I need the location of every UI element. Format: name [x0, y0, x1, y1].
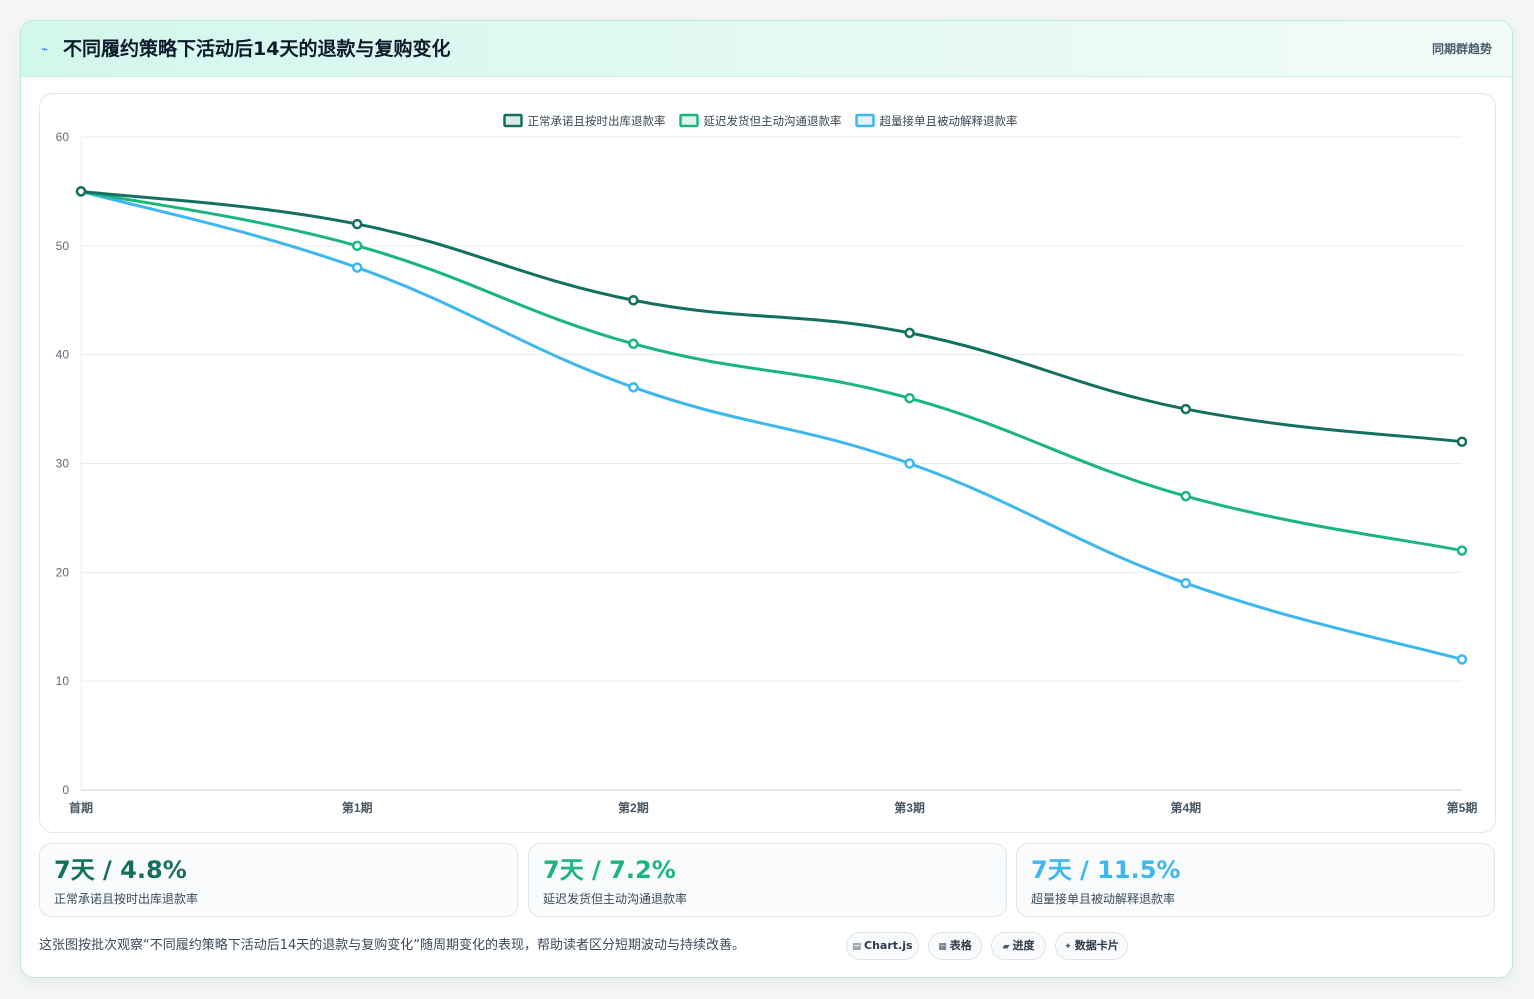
y-tick-label: 0 — [62, 783, 69, 797]
y-tick-label: 40 — [56, 348, 70, 362]
sparkle-icon: ✦ — [1064, 942, 1072, 952]
chip-label: 数据卡片 — [1074, 939, 1119, 952]
data-point — [904, 392, 915, 404]
stat-label: 正常承诺且按时出库退款率 — [54, 892, 199, 906]
x-tick-label: 第2期 — [618, 800, 649, 815]
chip-label: 进度 — [1012, 939, 1035, 952]
legend-label: 延迟发货但主动沟通退款率 — [704, 114, 842, 128]
data-point — [351, 218, 363, 230]
x-tick-label: 第4期 — [1170, 800, 1201, 815]
stat-card-ontime: 7天 / 4.8% 正常承诺且按时出库退款率 — [39, 843, 518, 917]
data-point — [1456, 654, 1468, 665]
chip-label: 表格 — [949, 939, 972, 952]
chip-data-card[interactable]: ✦ 数据卡片 — [1055, 932, 1128, 960]
stat-card-overbooked: 7天 / 11.5% 超量接单且被动解释退款率 — [1016, 843, 1495, 917]
data-point — [351, 240, 363, 252]
data-point — [351, 262, 363, 273]
chart-description: 这张图按批次观察“不同履约策略下活动后14天的退款与复购变化”随周期变化的表现，… — [39, 938, 746, 953]
x-tick-label: 第5期 — [1447, 800, 1478, 815]
y-tick-label: 20 — [56, 565, 70, 579]
chip-chartjs[interactable]: ▤ Chart.js — [846, 932, 919, 960]
y-tick-label: 60 — [56, 130, 70, 144]
y-tick-label: 10 — [56, 674, 70, 688]
progress-icon: ▰ — [1002, 942, 1010, 952]
stat-value: 7天 / 7.2% — [543, 856, 676, 884]
chip-table[interactable]: ▦ 表格 — [928, 932, 982, 960]
chart-small-icon: ▤ — [852, 942, 861, 952]
card-header: ⌁ 不同履约策略下活动后14天的退款与复购变化 同期群趋势 — [21, 21, 1512, 77]
stat-value: 7天 / 4.8% — [54, 856, 187, 884]
stat-cards: 7天 / 4.8% 正常承诺且按时出库退款率 7天 / 7.2% 延迟发货但主动… — [39, 843, 1496, 917]
x-tick-label: 第3期 — [894, 800, 925, 815]
series-line — [79, 189, 1464, 553]
cohort-badge: 同期群趋势 — [1431, 42, 1492, 56]
legend-swatch — [855, 113, 875, 128]
data-point — [75, 186, 87, 197]
legend-label: 超量接单且被动解释退款率 — [880, 114, 1018, 128]
series-line — [79, 189, 1464, 661]
y-tick-label: 50 — [56, 239, 70, 253]
x-tick-label: 第1期 — [342, 800, 373, 815]
data-point — [628, 382, 639, 393]
stat-card-delayed: 7天 / 7.2% 延迟发货但主动沟通退款率 — [528, 843, 1007, 917]
legend-swatch — [503, 113, 523, 128]
chip-label: Chart.js — [864, 939, 913, 952]
data-point — [1180, 490, 1192, 502]
series-line — [79, 189, 1464, 444]
x-tick-label: 首期 — [69, 800, 93, 815]
data-point — [628, 295, 639, 306]
chart-card: ⌁ 不同履约策略下活动后14天的退款与复购变化 同期群趋势 0 10 20 30 40 5… — [20, 20, 1513, 978]
data-point — [1180, 403, 1192, 415]
data-point — [904, 458, 915, 469]
data-point — [1456, 545, 1468, 556]
legend-label: 正常承诺且按时出库退款率 — [528, 114, 666, 128]
line-chart: 0 10 20 30 40 50 60 首期 第1期 第2期 第3期 第4期 第5期 正常承诺且按时出库退… — [56, 113, 1478, 815]
data-point — [1180, 577, 1192, 589]
stat-label: 延迟发货但主动沟通退款率 — [543, 892, 688, 906]
page-title: 不同履约策略下活动后14天的退款与复购变化 — [63, 38, 451, 60]
legend-swatch — [679, 113, 699, 128]
chart-icon: ⌁ — [41, 42, 49, 56]
data-point — [628, 338, 639, 350]
data-point — [1456, 436, 1468, 447]
data-point — [904, 327, 915, 339]
table-icon: ▦ — [938, 942, 947, 952]
chart-panel: 0 10 20 30 40 50 60 首期 第1期 第2期 第3期 第4期 第5期 正常承诺且按时出库退… — [39, 93, 1496, 833]
chip-progress[interactable]: ▰ 进度 — [991, 932, 1046, 960]
y-tick-label: 30 — [56, 457, 70, 471]
stat-label: 超量接单且被动解释退款率 — [1031, 892, 1176, 906]
stat-value: 7天 / 11.5% — [1031, 856, 1181, 884]
